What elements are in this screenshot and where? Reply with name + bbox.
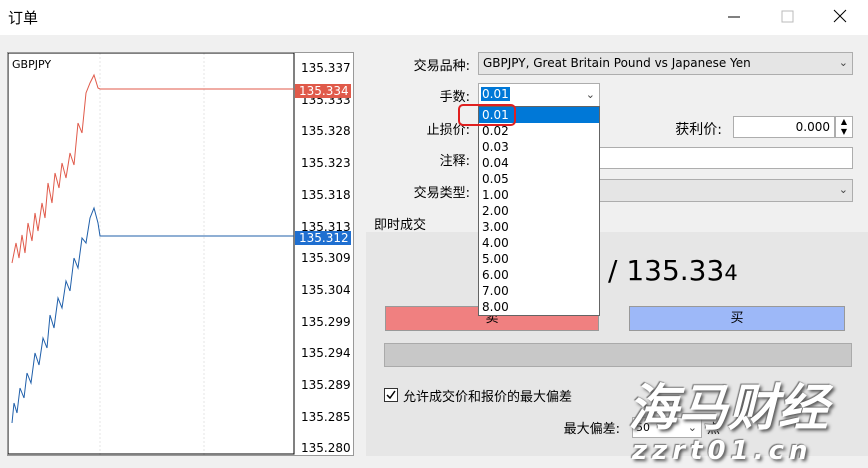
dropdown-arrow: ⌄ [585, 88, 595, 101]
volume-select[interactable]: 0.01 ⌄ [478, 83, 600, 107]
volume-option[interactable]: 4.00 [482, 236, 509, 250]
chart-symbol: GBPJPY [12, 58, 52, 71]
volume-option[interactable]: 6.00 [482, 268, 509, 282]
axis-label: 135.318 [301, 187, 351, 202]
deviation-value: 50 [636, 421, 650, 434]
axis-label: 135.323 [301, 156, 351, 171]
chart-plot [8, 53, 295, 455]
axis-label: 135.289 [301, 378, 351, 392]
volume-option[interactable]: 5.00 [482, 252, 509, 266]
volume-option[interactable]: 0.03 [482, 140, 509, 154]
volume-value: 0.01 [481, 87, 510, 101]
axis-label: 135.294 [301, 346, 351, 361]
axis-label: 135.299 [301, 314, 351, 329]
volume-option[interactable]: 0.04 [482, 156, 509, 170]
watermark-url: zzrt01.cn [632, 436, 813, 466]
type-label: 交易类型: [413, 186, 470, 201]
bid-line [11, 206, 294, 424]
volume-option[interactable]: 2.00 [482, 204, 509, 218]
stoploss-label: 止损价: [426, 123, 470, 138]
checkbox[interactable] [384, 388, 399, 403]
ask-line [11, 73, 294, 264]
bid-label: 135.312 [295, 231, 351, 245]
axis-label: 135.313 [301, 219, 351, 234]
maximize[interactable] [781, 10, 794, 23]
axis-label: 135.280 [301, 441, 351, 456]
volume-dropdown: 0.01 0.02 0.03 0.04 0.05 1.00 2.00 3.00 4.00 5.00… [478, 106, 600, 316]
price-main: / 135.33 [608, 254, 725, 287]
comment-label: 注释: [439, 154, 470, 169]
price-pip: 4 [724, 261, 738, 285]
deviation-checkbox-label: 允许成交价和报价的最大偏差 [403, 390, 573, 405]
chart-panel [7, 52, 354, 456]
deviation-unit: 点 [707, 422, 721, 437]
symbol-label: 交易品种: [413, 59, 470, 74]
spinner[interactable]: ▲ ▼ [835, 116, 853, 138]
axis-label: 135.309 [301, 251, 351, 266]
volume-option[interactable]: 0.05 [482, 172, 509, 186]
close-bar[interactable] [384, 343, 852, 367]
watermark-name: 海马财经 [628, 379, 828, 437]
deviation-label: 最大偏差: [563, 422, 620, 437]
volume-option[interactable]: 8.00 [482, 300, 509, 314]
volume-option[interactable]: 0.01 [479, 107, 599, 123]
symbol-select[interactable]: GBPJPY, Great Britain Pound vs Japanese … [478, 52, 853, 75]
axis-label: 135.328 [301, 124, 351, 139]
plot-frame [8, 53, 295, 455]
volume-option[interactable]: 3.00 [482, 220, 509, 234]
volume-option[interactable]: 7.00 [482, 284, 509, 298]
dropdown-arrow: ⌄ [687, 421, 697, 434]
volume-label: 手数: [439, 90, 470, 105]
deviation-select[interactable]: 50 ⌄ [632, 417, 702, 438]
buy-button[interactable]: 买 [629, 306, 845, 331]
axis-label: 135.304 [301, 282, 351, 297]
price-display: / 135.334 [608, 254, 738, 287]
close[interactable] [833, 9, 847, 23]
axis-label: 135.285 [301, 409, 351, 424]
volume-option[interactable]: 1.00 [482, 188, 509, 202]
dropdown-arrow: ⌄ [838, 183, 848, 196]
symbol-value: GBPJPY, Great Britain Pound vs Japanese … [483, 56, 751, 70]
dropdown-arrow: ⌄ [838, 56, 848, 69]
window-controls[interactable] [720, 8, 860, 26]
window-title: 订单 [8, 9, 39, 27]
volume-option[interactable]: 0.02 [482, 124, 509, 138]
group-title: 即时成交 [374, 218, 427, 233]
takeprofit-label: 获利价: [675, 122, 722, 138]
grid [99, 53, 295, 455]
takeprofit-input[interactable]: 0.000 [733, 116, 835, 138]
title-bar [0, 0, 868, 35]
ask-label: 135.334 [295, 84, 351, 98]
axis-label: 135.337 [301, 61, 351, 75]
highlight-box [458, 104, 516, 126]
